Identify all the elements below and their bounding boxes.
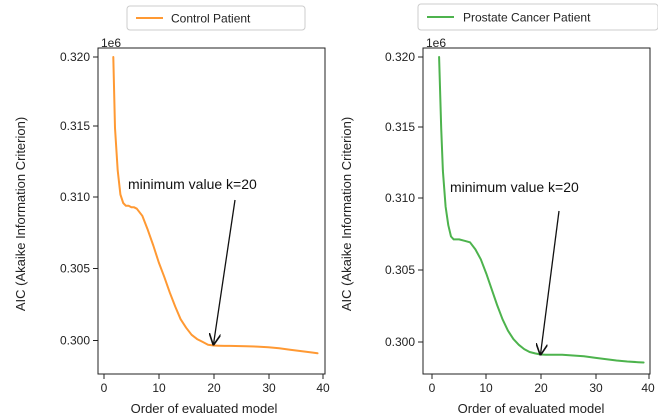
axis-offset-label: 1e6	[101, 36, 121, 50]
series-line-control-patient	[112, 56, 319, 355]
x-tick-label: 20	[207, 381, 221, 395]
x-ticks: 0 10 20 30 40	[101, 374, 330, 395]
y-tick-label: 0.300	[385, 335, 415, 349]
x-tick-label: 30	[589, 381, 603, 395]
x-tick-label: 20	[534, 381, 548, 395]
legend-label-control: Control Patient	[171, 12, 251, 26]
x-tick-label: 10	[479, 381, 493, 395]
y-tick-label: 0.320	[60, 50, 90, 64]
y-tick-label: 0.315	[60, 119, 90, 133]
legend-label-prostate: Prostate Cancer Patient	[463, 11, 591, 25]
annotation-text: minimum value k=20	[450, 179, 579, 195]
annotation-arrow	[541, 210, 560, 354]
y-tick-label: 0.310	[60, 190, 90, 204]
legend-box	[126, 5, 306, 31]
annotation-arrow	[214, 199, 236, 344]
x-tick-label: 0	[101, 381, 108, 395]
y-tick-label: 0.320	[385, 50, 415, 64]
x-axis-label: Order of evaluated model	[131, 401, 278, 416]
y-tick-label: 0.305	[60, 262, 90, 276]
x-tick-label: 10	[152, 381, 166, 395]
axes-frame	[422, 47, 651, 375]
chart-control: Control Patient 1e6 0.300 0.305 0.310 0.…	[13, 5, 330, 416]
legend: Prostate Cancer Patient	[417, 3, 658, 31]
x-tick-label: 40	[641, 381, 655, 395]
x-axis-label: Order of evaluated model	[458, 401, 605, 416]
x-tick-label: 0	[429, 381, 436, 395]
x-tick-label: 30	[262, 381, 276, 395]
y-tick-label: 0.310	[385, 191, 415, 205]
y-axis-label: AIC (Akaike Information Criterion)	[13, 117, 28, 311]
axes-frame	[97, 47, 326, 375]
y-axis-label: AIC (Akaike Information Criterion)	[339, 117, 354, 311]
axis-offset-label: 1e6	[426, 36, 446, 50]
legend: Control Patient	[126, 5, 306, 31]
legend-box	[417, 3, 658, 31]
chart-prostate-cancer: Prostate Cancer Patient 1e6 0.300 0.305 …	[339, 3, 658, 416]
y-tick-label: 0.300	[60, 334, 90, 348]
x-ticks: 0 10 20 30 40	[429, 374, 655, 395]
y-tick-label: 0.315	[385, 120, 415, 134]
y-ticks: 0.300 0.305 0.310 0.315 0.320	[385, 50, 423, 349]
series-line-prostate-cancer-patient	[438, 56, 645, 364]
x-tick-label: 40	[316, 381, 330, 395]
y-ticks: 0.300 0.305 0.310 0.315 0.320	[60, 50, 98, 348]
y-tick-label: 0.305	[385, 263, 415, 277]
annotation-text: minimum value k=20	[128, 176, 257, 192]
